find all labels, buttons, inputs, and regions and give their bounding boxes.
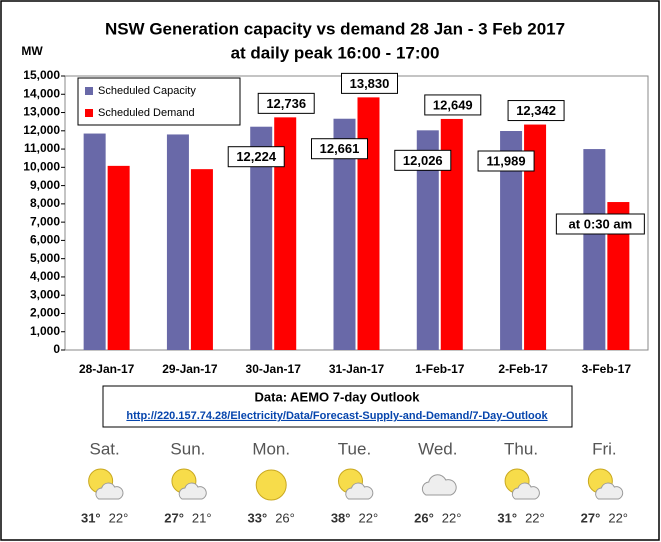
y-tick-label: 1,000: [30, 324, 60, 338]
y-tick-label: 5,000: [30, 251, 60, 265]
legend: [77, 77, 241, 126]
y-tick-label: 11,000: [24, 141, 60, 155]
weather-low: 22°: [442, 510, 462, 525]
data-label: 12,649: [433, 97, 473, 112]
weather-high: 27°: [164, 510, 184, 525]
data-label: 12,224: [236, 149, 277, 164]
bar: [500, 131, 523, 350]
chart-title: NSW Generation capacity vs demand 28 Jan…: [105, 19, 565, 38]
weather-low: 21°: [192, 510, 212, 525]
legend-label: Scheduled Demand: [98, 107, 195, 119]
y-tick-label: 7,000: [30, 214, 60, 228]
data-label-box: [424, 94, 482, 116]
y-tick-label: 13,000: [23, 105, 60, 119]
weather-high: 33°: [248, 510, 268, 525]
weather-low: 22°: [359, 510, 379, 525]
x-tick-label: 30-Jan-17: [246, 362, 302, 376]
weather-day: Sat.: [90, 439, 120, 458]
weather-high: 38°: [331, 510, 351, 525]
weather-day: Wed.: [418, 439, 457, 458]
weather-icon: [255, 469, 287, 501]
y-axis-label: MW: [21, 44, 43, 58]
bar: [524, 124, 547, 351]
y-tick-label: 3,000: [30, 287, 60, 301]
data-label: 11,989: [487, 153, 526, 168]
weather-high: 31°: [497, 510, 517, 525]
chart-subtitle: at daily peak 16:00 - 17:00: [231, 43, 440, 62]
source-url[interactable]: http://220.157.74.28/Electricity/Data/Fo…: [126, 410, 548, 422]
bar: [440, 118, 463, 350]
weather-day: Fri.: [592, 439, 617, 458]
data-label-box: [341, 72, 398, 94]
x-tick-label: 3-Feb-17: [582, 362, 632, 376]
data-label: 12,026: [403, 153, 443, 168]
weather-low: 22°: [608, 510, 628, 525]
data-label: 12,661: [320, 141, 360, 156]
legend-label: Scheduled Capacity: [98, 85, 196, 97]
bar: [190, 169, 213, 350]
data-label-box: [507, 100, 565, 122]
y-tick-label: 6,000: [30, 233, 60, 247]
y-tick-label: 8,000: [30, 196, 60, 210]
bar: [607, 202, 630, 350]
y-tick-label: 15,000: [23, 68, 60, 82]
bar: [357, 97, 380, 350]
y-tick-label: 4,000: [30, 269, 60, 283]
bar: [250, 126, 273, 350]
x-tick-label: 1-Feb-17: [415, 362, 465, 376]
bar: [166, 134, 189, 350]
weather-day: Tue.: [338, 439, 371, 458]
x-tick-label: 2-Feb-17: [498, 362, 548, 376]
y-tick-label: 12,000: [23, 123, 60, 137]
bar: [416, 130, 439, 350]
annotation-box: [555, 213, 645, 235]
y-tick-label: 14,000: [23, 86, 60, 100]
x-tick-label: 31-Jan-17: [329, 362, 385, 376]
source-title: Data: AEMO 7-day Outlook: [255, 389, 421, 404]
legend-swatch: [85, 109, 93, 117]
y-tick-label: 9,000: [30, 178, 60, 192]
data-label-box: [394, 149, 452, 171]
data-label-box: [477, 150, 535, 172]
bar: [274, 117, 297, 350]
legend-swatch: [85, 87, 93, 95]
bar: [583, 149, 606, 350]
weather-low: 22°: [109, 510, 129, 525]
bar: [333, 118, 356, 350]
source-box: [102, 385, 573, 428]
weather-day: Thu.: [504, 439, 538, 458]
y-tick-label: 0: [53, 342, 60, 356]
bar: [107, 165, 130, 350]
weather-high: 31°: [81, 510, 101, 525]
data-label-box: [311, 138, 368, 160]
data-label: 13,830: [350, 76, 390, 91]
weather-day: Mon.: [252, 439, 290, 458]
data-label-box: [227, 146, 285, 168]
annotation: at 0:30 am: [569, 216, 633, 231]
weather-day: Sun.: [170, 439, 205, 458]
y-tick-label: 10,000: [23, 160, 60, 174]
weather-low: 26°: [275, 510, 295, 525]
data-label: 12,736: [266, 96, 306, 111]
weather-high: 26°: [414, 510, 434, 525]
data-label-box: [257, 92, 315, 114]
x-tick-label: 28-Jan-17: [79, 362, 135, 376]
x-tick-label: 29-Jan-17: [162, 362, 218, 376]
weather-high: 27°: [581, 510, 601, 525]
data-label: 12,342: [516, 103, 556, 118]
y-tick-label: 2,000: [30, 306, 60, 320]
weather-low: 22°: [525, 510, 545, 525]
bar: [83, 133, 106, 350]
